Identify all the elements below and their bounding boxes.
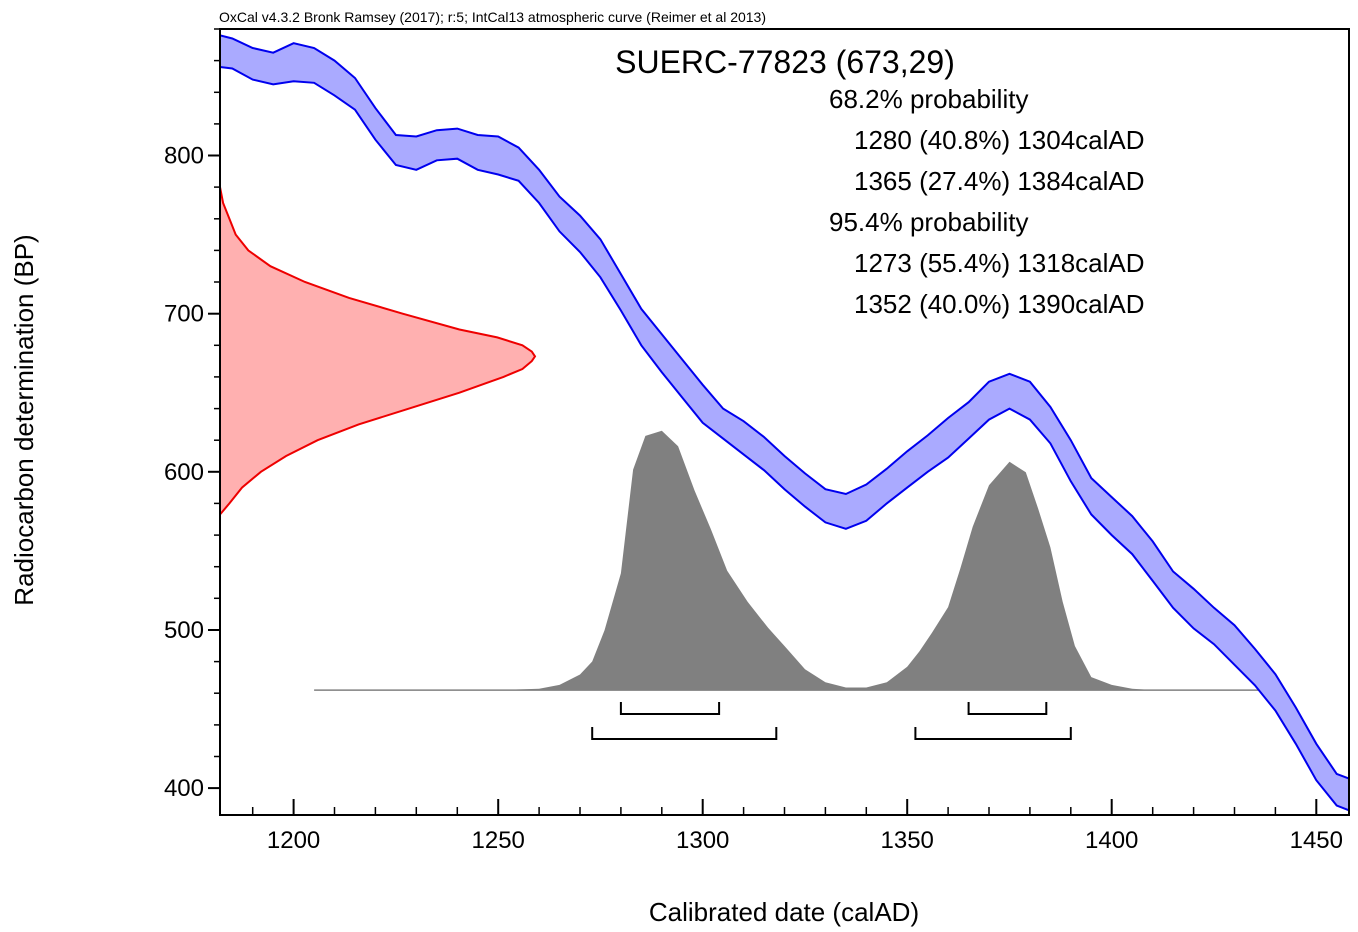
range-95-bracket-2 [914, 727, 1072, 740]
oxcal-credit: OxCal v4.3.2 Bronk Ramsey (2017); r:5; I… [219, 9, 766, 25]
plot-area [220, 34, 1349, 812]
calibrated-date-distribution [314, 430, 1260, 691]
probability-summary: 68.2% probability 1280 (40.8%) 1304calAD… [829, 84, 1145, 319]
prob-68-heading: 68.2% probability [829, 84, 1028, 114]
radiocarbon-determination-distribution [220, 186, 537, 517]
y-tick-label: 500 [164, 617, 204, 644]
y-tick-label: 600 [164, 459, 204, 486]
y-tick-label: 700 [164, 301, 204, 328]
y-axis-ticks: 400 500 600 700 800 [164, 28, 220, 802]
sample-title: SUERC-77823 (673,29) [615, 44, 955, 80]
x-tick-label: 1450 [1290, 827, 1343, 854]
prob-95-heading: 95.4% probability [829, 207, 1028, 237]
x-axis-ticks: 1200 1250 1300 1350 1400 1450 [251, 799, 1343, 854]
y-axis-title: Radiocarbon determination (BP) [9, 234, 39, 605]
y-tick-label: 800 [164, 143, 204, 170]
x-tick-label: 1250 [472, 827, 525, 854]
calibration-curve-lower-line [220, 66, 1349, 812]
prob-95-range-1: 1273 (55.4%) 1318calAD [854, 248, 1145, 278]
probability-range-brackets [591, 702, 1072, 740]
x-tick-label: 1400 [1085, 827, 1138, 854]
range-95-bracket-1 [591, 727, 778, 740]
calibration-curve-upper-line [220, 34, 1349, 780]
x-tick-label: 1200 [267, 827, 320, 854]
prob-68-range-1: 1280 (40.8%) 1304calAD [854, 125, 1145, 155]
x-axis-title: Calibrated date (calAD) [649, 897, 919, 927]
x-tick-label: 1350 [881, 827, 934, 854]
axes: 1200 1250 1300 1350 1400 1450 400 500 600 700 800 [164, 28, 1350, 854]
x-tick-label: 1300 [676, 827, 729, 854]
y-tick-label: 400 [164, 775, 204, 802]
prob-95-range-2: 1352 (40.0%) 1390calAD [854, 289, 1145, 319]
calibration-curve-band [220, 35, 1349, 811]
prob-68-range-2: 1365 (27.4%) 1384calAD [854, 166, 1145, 196]
range-68-bracket-2 [967, 702, 1048, 715]
range-68-bracket-1 [619, 702, 721, 715]
